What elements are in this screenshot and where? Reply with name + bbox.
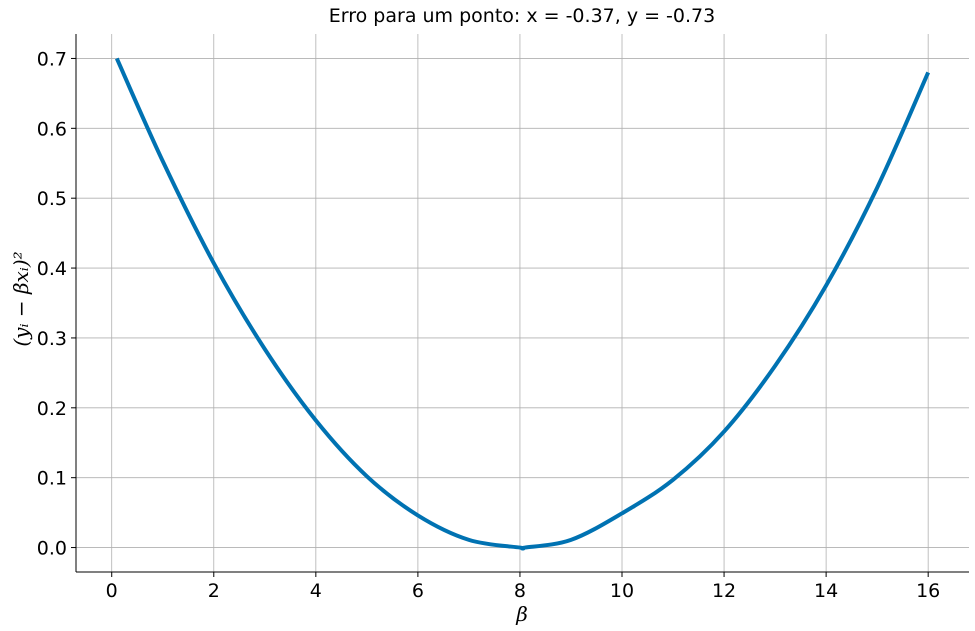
y-tick-label-1: 0.1 (37, 468, 67, 490)
x-tick-label-0: 0 (106, 580, 118, 602)
x-tick-label-1: 2 (208, 580, 220, 602)
y-tick-label-5: 0.5 (37, 188, 67, 210)
x-tick-label-3: 6 (412, 580, 424, 602)
x-tick-label-2: 4 (310, 580, 322, 602)
x-tick-label-7: 14 (814, 580, 838, 602)
axes-spines (75, 34, 969, 573)
x-tick-label-6: 12 (712, 580, 736, 602)
y-tick-label-4: 0.4 (37, 258, 67, 280)
y-tick-label-0: 0.0 (37, 538, 67, 560)
series-line-0 (114, 57, 931, 551)
y-tick-label-2: 0.2 (37, 398, 67, 420)
x-tick-label-4: 8 (514, 580, 526, 602)
chart-title: Erro para um ponto: x = -0.37, y = -0.73 (329, 5, 715, 27)
y-tick-label-7: 0.7 (37, 48, 67, 70)
series-layer (114, 57, 931, 551)
grid (76, 34, 969, 572)
ticks: 0 2 4 6 8 10 12 14 16 0.0 0.1 0.2 0.3 0.4 0.5 0.6 0.7 (37, 48, 940, 602)
y-axis-label: (yᵢ − βxᵢ)² (9, 251, 33, 346)
x-tick-label-5: 10 (610, 580, 634, 602)
x-tick-label-8: 16 (916, 580, 940, 602)
y-tick-label-3: 0.3 (37, 328, 67, 350)
y-tick-label-6: 0.6 (37, 118, 67, 140)
x-axis-label: β (515, 602, 528, 626)
